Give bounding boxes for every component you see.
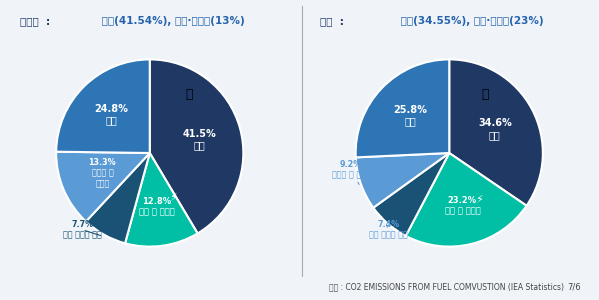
Text: 7/6: 7/6 — [567, 282, 581, 291]
Text: 교통(41.54%), 전력·열생산(13%): 교통(41.54%), 전력·열생산(13%) — [98, 16, 245, 26]
Text: 7.4%
기타 에너지 산업: 7.4% 기타 에너지 산업 — [369, 220, 408, 239]
Text: 7.7%
기타 에너지 산업: 7.7% 기타 에너지 산업 — [63, 220, 102, 239]
Text: 12.8%
전력 및 열생산: 12.8% 전력 및 열생산 — [139, 197, 175, 217]
Wedge shape — [86, 153, 150, 243]
Text: 9.2%
제조업 및 건설업: 9.2% 제조업 및 건설업 — [332, 160, 370, 184]
Wedge shape — [373, 153, 449, 236]
Text: 34.6%
교통: 34.6% 교통 — [478, 118, 512, 140]
Wedge shape — [449, 59, 543, 206]
Wedge shape — [406, 153, 527, 247]
Wedge shape — [150, 59, 243, 233]
Text: 13.3%
제조업 및
건설업: 13.3% 제조업 및 건설업 — [89, 158, 116, 188]
Wedge shape — [125, 153, 198, 247]
Wedge shape — [56, 59, 150, 153]
Text: 영국  :: 영국 : — [320, 16, 347, 26]
Text: 교통(34.55%), 전력·열생산(23%): 교통(34.55%), 전력·열생산(23%) — [398, 16, 544, 26]
Text: ⚡: ⚡ — [476, 195, 483, 205]
Text: 🚗: 🚗 — [481, 88, 489, 101]
Text: 🚗: 🚗 — [185, 88, 193, 101]
Wedge shape — [56, 152, 150, 221]
Text: ⚡: ⚡ — [170, 193, 177, 203]
Text: 24.8%
기타: 24.8% 기타 — [95, 103, 129, 125]
Text: 출처 : CO2 EMISSIONS FROM FUEL COMVUSTION (IEA Statistics): 출처 : CO2 EMISSIONS FROM FUEL COMVUSTION … — [329, 282, 564, 291]
Text: 23.2%
전력 및 열생산: 23.2% 전력 및 열생산 — [444, 196, 480, 215]
Text: 41.5%
교통: 41.5% 교통 — [183, 129, 216, 150]
Wedge shape — [356, 59, 449, 158]
Text: 프랑스  :: 프랑스 : — [20, 16, 54, 26]
Text: 25.8%
기타: 25.8% 기타 — [393, 105, 427, 126]
Wedge shape — [356, 153, 449, 208]
